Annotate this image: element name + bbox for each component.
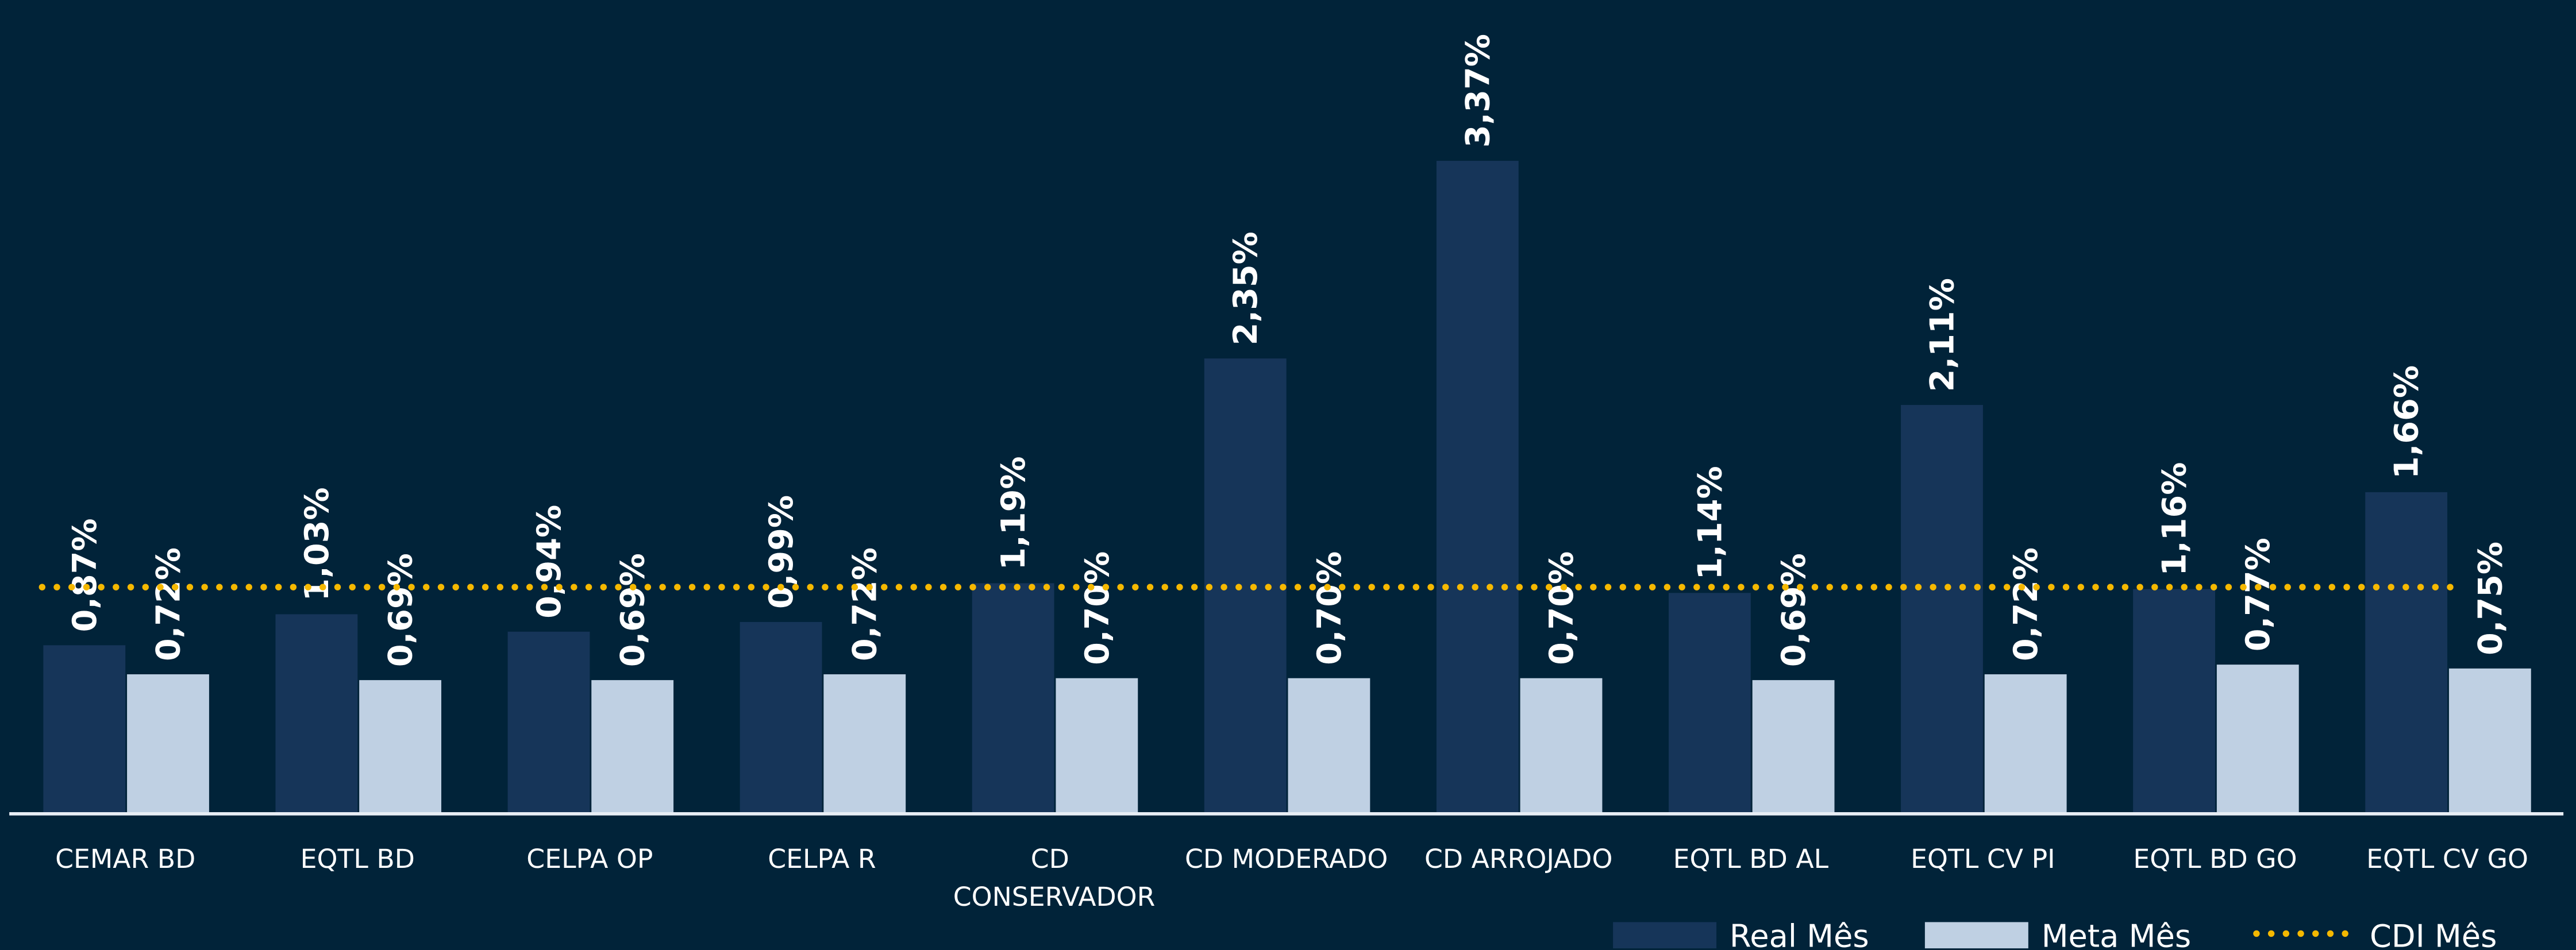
label-line: CONSERVADOR <box>953 882 1156 912</box>
x-tick-label: CELPA R <box>768 844 876 874</box>
legend-label: CDI Mês <box>2370 918 2497 950</box>
bar <box>740 621 822 814</box>
data-label: 3,37% <box>1459 34 1497 148</box>
data-label: 0,69% <box>1775 553 1813 667</box>
bar <box>1984 674 2067 814</box>
bar <box>275 614 358 814</box>
data-label: 1,16% <box>2156 462 2194 576</box>
bar <box>2365 492 2448 814</box>
x-tick-label: EQTL CV PI <box>1911 844 2055 874</box>
data-label: 0,72% <box>846 547 884 661</box>
data-label: 1,66% <box>2388 365 2426 479</box>
legend-swatch <box>1613 922 1717 949</box>
data-label: 0,72% <box>2007 547 2045 661</box>
x-tick-label: EQTL BD <box>301 844 415 874</box>
bar <box>1056 678 1138 814</box>
data-label: 1,19% <box>995 456 1033 570</box>
data-label: 0,99% <box>763 495 800 609</box>
bar <box>1901 405 1983 814</box>
x-tick-label: CD MODERADO <box>1185 844 1388 874</box>
x-tick-label: EQTL CV GO <box>2366 844 2528 874</box>
x-tick-label: CELPA OP <box>526 844 653 874</box>
data-label: 0,69% <box>382 553 420 667</box>
bar <box>972 583 1054 814</box>
data-label: 0,87% <box>66 518 104 632</box>
bar <box>2216 665 2299 814</box>
data-label: 1,14% <box>1691 466 1729 580</box>
data-label: 2,35% <box>1227 231 1265 345</box>
data-label: 0,70% <box>1079 551 1116 665</box>
bar <box>43 645 126 814</box>
bar <box>127 674 209 814</box>
bar <box>507 631 590 814</box>
bar <box>591 680 674 814</box>
x-tick-label: EQTL BD GO <box>2133 844 2297 874</box>
bar <box>2133 589 2215 814</box>
bar <box>2448 668 2531 814</box>
bar <box>1288 678 1370 814</box>
data-label: 0,69% <box>614 553 652 667</box>
bar <box>1520 678 1603 814</box>
data-label: 0,70% <box>1311 551 1349 665</box>
bar <box>359 680 441 814</box>
data-label: 2,11% <box>1923 278 1961 392</box>
x-tick-label: EQTL BD AL <box>1673 844 1829 874</box>
data-label: 0,72% <box>149 547 187 661</box>
legend-swatch <box>1924 922 2028 949</box>
bar <box>1668 593 1751 814</box>
legend-label: Meta Mês <box>2042 918 2191 950</box>
bar <box>1204 358 1287 814</box>
label-line: CD <box>1031 844 1078 874</box>
bar <box>823 674 906 814</box>
bar <box>1752 680 1835 814</box>
data-label: 0,94% <box>530 505 568 619</box>
bar <box>1436 161 1519 814</box>
data-label: 0,77% <box>2239 538 2277 651</box>
x-tick-label: CD CONSERVADOR <box>953 844 1156 912</box>
data-label: 1,03% <box>298 487 336 601</box>
x-tick-label: CD ARROJADO <box>1424 844 1612 874</box>
x-tick-label: CEMAR BD <box>55 844 195 874</box>
legend-label: Real Mês <box>1730 918 1869 950</box>
data-label: 0,75% <box>2471 542 2509 655</box>
data-label: 0,70% <box>1543 551 1581 665</box>
